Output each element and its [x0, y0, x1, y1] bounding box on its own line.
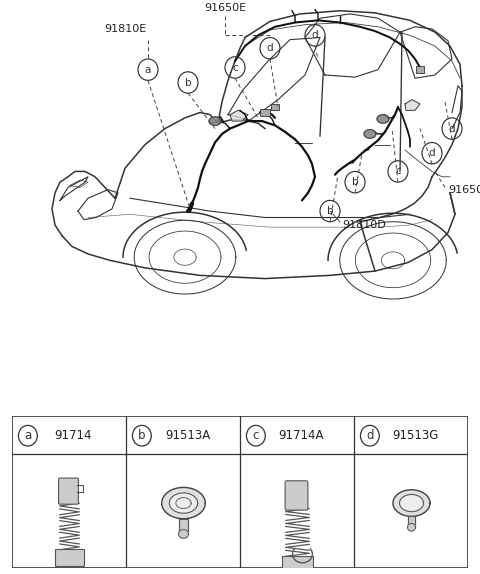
Polygon shape — [408, 523, 416, 531]
Text: 91810D: 91810D — [342, 220, 386, 230]
Polygon shape — [399, 494, 423, 511]
Bar — [260, 108, 270, 117]
Polygon shape — [169, 493, 198, 513]
Text: 91650D: 91650D — [448, 185, 480, 195]
Text: d: d — [267, 43, 273, 53]
Polygon shape — [377, 115, 389, 123]
Text: d: d — [449, 123, 456, 134]
Text: 91810E: 91810E — [104, 24, 146, 34]
FancyBboxPatch shape — [59, 478, 78, 504]
FancyBboxPatch shape — [282, 556, 313, 574]
Bar — [416, 67, 424, 73]
FancyBboxPatch shape — [285, 481, 308, 510]
Polygon shape — [179, 530, 189, 538]
Text: a: a — [24, 429, 32, 442]
Text: b: b — [327, 206, 333, 216]
Polygon shape — [364, 130, 376, 138]
Text: 91714: 91714 — [55, 429, 92, 442]
Text: c: c — [232, 63, 238, 72]
Text: c: c — [252, 429, 259, 442]
Text: 91714A: 91714A — [279, 429, 324, 442]
Text: c: c — [395, 166, 401, 176]
Text: 91650E: 91650E — [204, 2, 246, 13]
Text: 91513G: 91513G — [392, 429, 439, 442]
Text: 91513A: 91513A — [165, 429, 210, 442]
Polygon shape — [393, 490, 430, 517]
Polygon shape — [179, 519, 189, 534]
Bar — [271, 104, 279, 110]
Text: b: b — [185, 77, 192, 87]
Polygon shape — [408, 517, 416, 528]
Polygon shape — [162, 487, 205, 519]
Text: b: b — [138, 429, 145, 442]
FancyBboxPatch shape — [55, 549, 84, 565]
Polygon shape — [230, 110, 248, 121]
Polygon shape — [405, 100, 420, 110]
Text: d: d — [312, 30, 318, 40]
Text: d: d — [429, 148, 435, 158]
Polygon shape — [209, 117, 221, 125]
Text: d: d — [366, 429, 373, 442]
Text: b: b — [352, 177, 358, 187]
Text: a: a — [145, 65, 151, 75]
